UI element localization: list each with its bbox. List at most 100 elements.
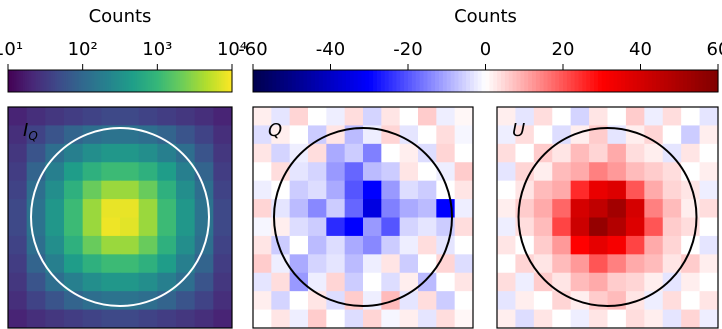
heatmap-cell: [271, 310, 290, 329]
heatmap-cell: [571, 218, 590, 237]
heatmap-cell: [515, 144, 534, 163]
heatmap-cell: [64, 254, 83, 273]
colorbar-segment: [331, 70, 335, 92]
colorbar-segment: [369, 70, 373, 92]
heatmap-cell: [8, 236, 27, 255]
heatmap-cell: [363, 273, 382, 292]
colorbar-segment: [528, 70, 532, 92]
heatmap-cell: [436, 144, 455, 163]
panel-label: Q: [268, 120, 282, 141]
heatmap-cell: [497, 254, 516, 273]
heatmap-cell: [571, 291, 590, 310]
heatmap-cell: [381, 310, 400, 329]
heatmap-cell: [345, 218, 364, 237]
heatmap-cell: [8, 273, 27, 292]
heatmap-cell: [290, 310, 309, 329]
colorbar-segment: [358, 70, 362, 92]
heatmap-cell: [157, 218, 176, 237]
heatmap-cell: [326, 273, 345, 292]
heatmap-cell: [308, 107, 327, 126]
heatmap-cell: [608, 144, 627, 163]
heatmap-cell: [253, 181, 272, 200]
heatmap-cell: [157, 181, 176, 200]
colorbar-segment: [489, 70, 493, 92]
heatmap-cell: [139, 273, 158, 292]
colorbar-segment: [559, 70, 563, 92]
heatmap-cell: [345, 199, 364, 218]
heatmap-cell: [326, 236, 345, 255]
heatmap-cell: [83, 162, 102, 181]
heatmap-cell: [64, 199, 83, 218]
heatmap-cell: [571, 273, 590, 292]
heatmap-cell: [534, 144, 553, 163]
colorbar-segment: [455, 70, 459, 92]
colorbar-segment: [303, 70, 307, 92]
colorbar-tick-label: -60: [238, 39, 267, 60]
heatmap-cell: [64, 181, 83, 200]
colorbar-segment: [486, 70, 490, 92]
heatmap-cell: [101, 107, 120, 126]
heatmap-cell: [497, 291, 516, 310]
heatmap-cell: [608, 218, 627, 237]
heatmap-cell: [290, 291, 309, 310]
colorbar-segment: [272, 70, 276, 92]
heatmap-cell: [195, 310, 214, 329]
heatmap-cell: [120, 254, 139, 273]
heatmap-cell: [176, 125, 195, 144]
heatmap-cell: [455, 181, 474, 200]
heatmap-cell: [455, 162, 474, 181]
heatmap-cell: [290, 125, 309, 144]
heatmap-cell: [626, 199, 645, 218]
heatmap-cell: [290, 107, 309, 126]
heatmap-cell: [45, 236, 64, 255]
heatmap-cell: [8, 144, 27, 163]
heatmap-cell: [400, 310, 419, 329]
colorbar-segment: [458, 70, 462, 92]
heatmap-cell: [120, 273, 139, 292]
heatmap-cell: [626, 273, 645, 292]
heatmap-cell: [213, 254, 232, 273]
colorbar-segment: [668, 70, 672, 92]
heatmap-cell: [571, 162, 590, 181]
heatmap-cell: [381, 218, 400, 237]
heatmap-cell: [626, 144, 645, 163]
heatmap-cell: [571, 236, 590, 255]
heatmap-cell: [176, 218, 195, 237]
colorbar-segment: [396, 70, 400, 92]
colorbar-tick-label: 20: [552, 39, 575, 60]
heatmap-cell: [157, 162, 176, 181]
heatmap-cell: [455, 199, 474, 218]
colorbar-segment: [497, 70, 501, 92]
heatmap-cell: [157, 107, 176, 126]
colorbar-segment: [610, 70, 614, 92]
colorbar-segment: [400, 70, 404, 92]
heatmap-cell: [120, 162, 139, 181]
heatmap-cell: [589, 107, 608, 126]
colorbar-segment: [524, 70, 528, 92]
heatmap-cell: [120, 181, 139, 200]
heatmap-cell: [681, 107, 700, 126]
heatmap-cell: [27, 291, 46, 310]
heatmap-cell: [363, 162, 382, 181]
colorbar-segment: [633, 70, 637, 92]
heatmap-cell: [45, 310, 64, 329]
heatmap-cell: [589, 181, 608, 200]
heatmap-cell: [326, 144, 345, 163]
heatmap-cell: [571, 181, 590, 200]
heatmap-cell: [381, 181, 400, 200]
heatmap-cell: [400, 254, 419, 273]
heatmap-cell: [534, 291, 553, 310]
heatmap-cell: [101, 181, 120, 200]
heatmap-cell: [644, 236, 663, 255]
heatmap-cell: [253, 162, 272, 181]
colorbar-segment: [501, 70, 505, 92]
heatmap-cell: [381, 254, 400, 273]
heatmap-cell: [608, 199, 627, 218]
heatmap-cell: [552, 218, 571, 237]
heatmap-cell: [271, 144, 290, 163]
colorbar-segment: [691, 70, 695, 92]
heatmap-cell: [213, 125, 232, 144]
heatmap-cell: [534, 199, 553, 218]
heatmap-cell: [345, 291, 364, 310]
heatmap-cell: [64, 236, 83, 255]
